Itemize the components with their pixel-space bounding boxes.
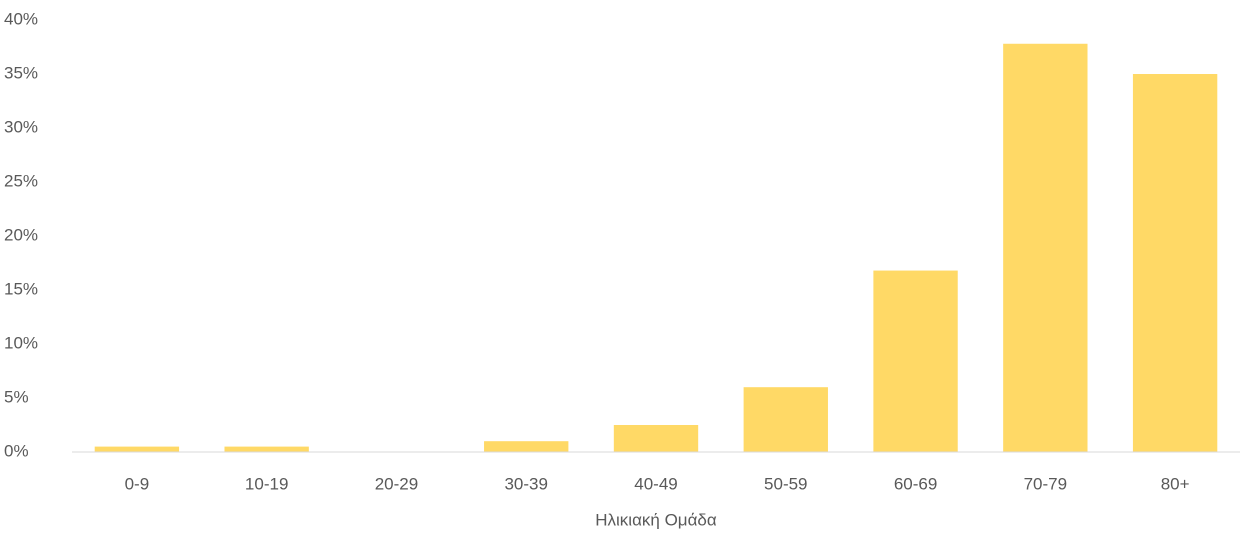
y-tick-label: 5% [4,387,29,406]
bar [224,446,309,452]
bar [484,441,569,452]
x-axis-title: Ηλικιακή Ομάδα [595,510,717,529]
bar [873,270,958,452]
y-tick-label: 40% [4,9,38,28]
y-tick-label: 25% [4,171,38,190]
y-tick-label: 0% [4,441,29,460]
x-tick-label: 0-9 [125,474,150,493]
bar [613,425,699,452]
bar [1132,74,1218,452]
bar [94,446,180,452]
bar [743,387,828,452]
x-tick-label: 60-69 [894,474,937,493]
bar [1003,43,1088,452]
x-tick-label: 20-29 [375,474,418,493]
x-tick-label: 30-39 [504,474,547,493]
y-tick-label: 10% [4,333,38,352]
x-tick-label: 80+ [1161,474,1190,493]
x-tick-label: 40-49 [634,474,677,493]
y-tick-label: 15% [4,279,38,298]
y-tick-label: 20% [4,225,38,244]
y-tick-label: 30% [4,117,38,136]
x-tick-label: 70-79 [1024,474,1067,493]
x-tick-label: 10-19 [245,474,288,493]
y-tick-label: 35% [4,63,38,82]
x-tick-label: 50-59 [764,474,807,493]
